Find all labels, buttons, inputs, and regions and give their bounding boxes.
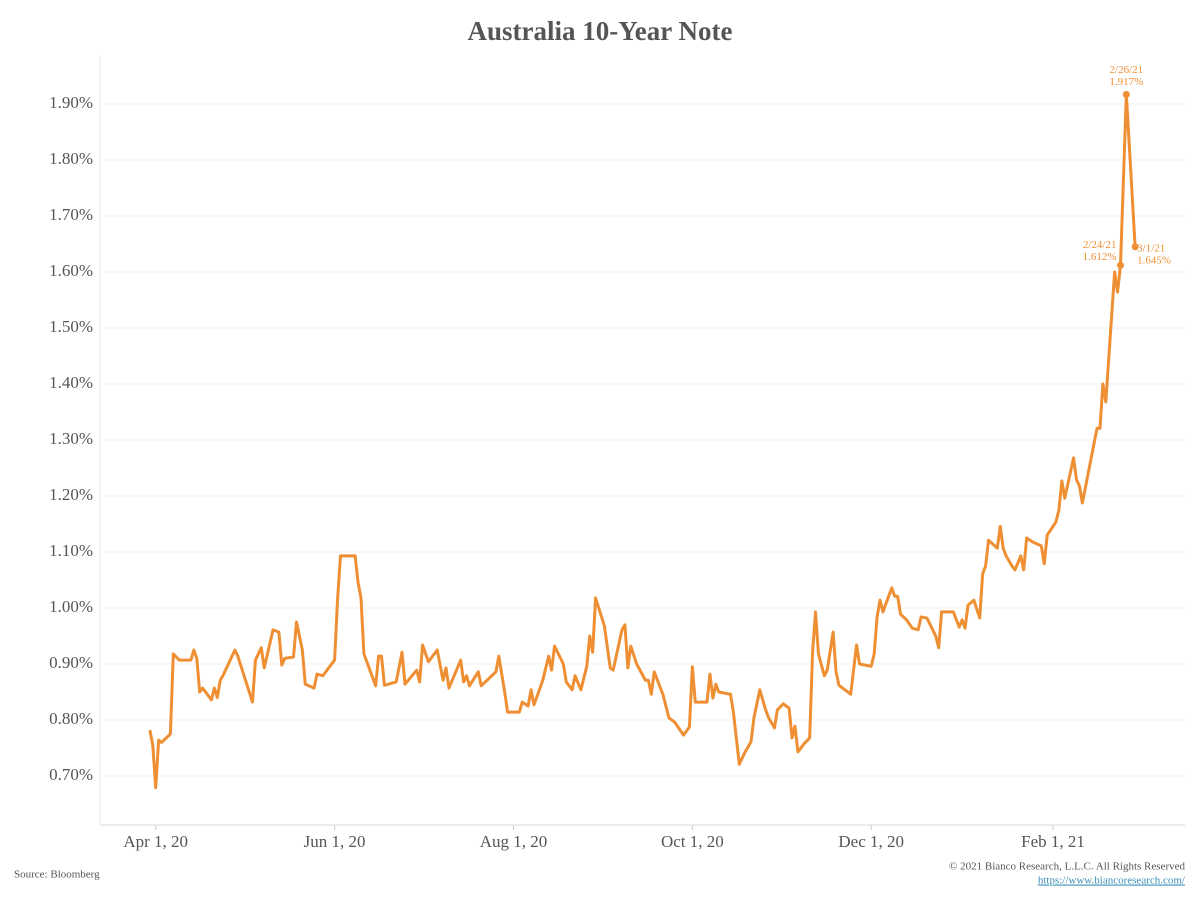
copyright: © 2021 Bianco Research, L.L.C. All Right… <box>949 861 1185 873</box>
y-tick-label: 0.70% <box>49 765 93 784</box>
annotation-date: 2/26/21 <box>1110 64 1144 76</box>
y-tick-label: 0.90% <box>49 653 93 672</box>
line-series <box>148 92 1137 790</box>
annotation-value: 1.645% <box>1137 254 1171 266</box>
annotation-value: 1.612% <box>1083 251 1117 263</box>
y-tick-label: 1.40% <box>49 373 93 392</box>
source: Source: Bloomberg <box>14 869 100 881</box>
annotation-point <box>1122 90 1130 98</box>
y-tick-label: 1.70% <box>49 205 93 224</box>
annotation-date: 2/24/21 <box>1083 239 1117 251</box>
x-tick-label: Apr 1, 20 <box>123 832 188 851</box>
y-tick-label: 1.80% <box>49 149 93 168</box>
y-tick-label: 1.00% <box>49 597 93 616</box>
chart-title: Australia 10-Year Note <box>468 16 733 46</box>
y-tick-label: 1.20% <box>49 485 93 504</box>
x-tick-label: Aug 1, 20 <box>480 832 548 851</box>
y-tick-label: 0.80% <box>49 709 93 728</box>
annotation-date: 3/1/21 <box>1137 242 1165 254</box>
x-tick-label: Feb 1, 21 <box>1021 832 1085 851</box>
y-tick-label: 1.60% <box>49 261 93 280</box>
y-tick-label: 1.30% <box>49 429 93 448</box>
y-tick-label: 1.10% <box>49 541 93 560</box>
y-tick-label: 1.90% <box>49 93 93 112</box>
url: https://www.biancoresearch.com/ <box>1038 875 1186 887</box>
annotation-value: 1.917% <box>1109 76 1143 88</box>
x-tick-label: Oct 1, 20 <box>661 832 724 851</box>
x-tick-label: Jun 1, 20 <box>304 832 366 851</box>
annotation-point <box>1131 243 1139 251</box>
annotation-point <box>1116 261 1124 269</box>
y-tick-label: 1.50% <box>49 317 93 336</box>
x-tick-label: Dec 1, 20 <box>838 832 904 851</box>
